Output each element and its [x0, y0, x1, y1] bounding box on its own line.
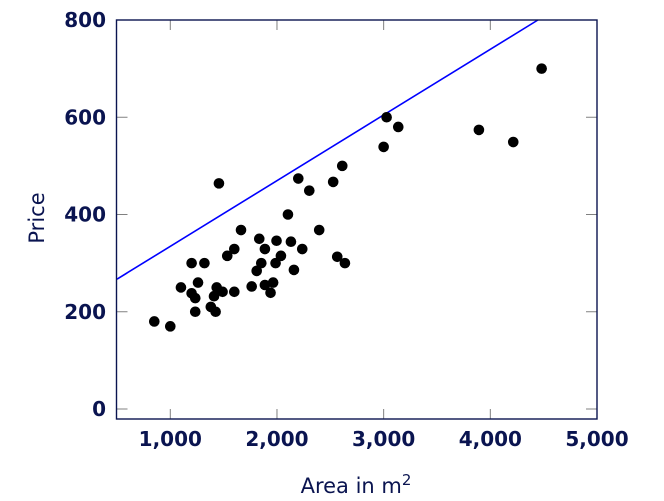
- data-point: [259, 243, 271, 255]
- tick-marks: [116, 19, 598, 419]
- data-point: [327, 176, 339, 188]
- data-point: [253, 233, 265, 245]
- x-tick-labels: 1,000 2,000 3,000 4,000 5,000: [139, 427, 629, 451]
- data-point: [221, 250, 233, 262]
- data-point: [192, 277, 204, 288]
- data-point: [275, 250, 287, 262]
- data-point: [339, 257, 351, 269]
- data-point: [282, 209, 294, 220]
- y-tick-label: 400: [64, 203, 106, 227]
- data-point: [217, 286, 228, 298]
- data-point: [270, 257, 281, 269]
- x-tick-label: 1,000: [139, 427, 202, 451]
- axes-frame: [115, 19, 598, 420]
- data-point: [189, 292, 201, 304]
- data-point: [473, 124, 485, 136]
- data-point: [229, 286, 240, 298]
- x-tick-label: 5,000: [565, 427, 628, 451]
- data-point: [148, 316, 160, 327]
- plot-area: [115, 19, 598, 420]
- data-point: [246, 281, 257, 292]
- data-point: [175, 282, 187, 293]
- regression-line: [116, 19, 539, 280]
- data-point: [251, 265, 263, 277]
- data-point: [259, 279, 271, 291]
- data-point: [336, 160, 348, 172]
- y-tick-label: 0: [92, 397, 106, 421]
- data-point: [303, 185, 315, 196]
- data-point: [208, 290, 220, 302]
- y-tick-labels: 0 200 400 600 800: [64, 8, 106, 421]
- data-point: [296, 243, 308, 255]
- data-point: [381, 111, 392, 123]
- x-axis-label-superscript: 2: [402, 471, 412, 489]
- data-point: [285, 236, 297, 248]
- data-point: [271, 235, 282, 247]
- x-tick-label: 2,000: [245, 427, 308, 451]
- y-axis-label: Price: [25, 192, 49, 243]
- data-point: [255, 257, 267, 269]
- data-point: [507, 136, 519, 148]
- data-point: [313, 224, 325, 236]
- x-axis-label: Area in m2: [301, 471, 412, 498]
- data-point: [210, 306, 221, 318]
- y-tick-label: 200: [64, 300, 106, 324]
- data-point: [189, 306, 201, 318]
- data-point: [288, 264, 300, 276]
- data-point: [267, 277, 279, 288]
- y-tick-label: 800: [64, 8, 106, 32]
- data-point: [378, 141, 389, 153]
- data-point: [199, 257, 210, 269]
- data-point: [213, 178, 225, 189]
- data-point: [235, 224, 247, 236]
- data-point: [293, 173, 304, 184]
- data-point: [265, 287, 276, 299]
- data-point: [186, 257, 197, 269]
- x-tick-label: 4,000: [459, 427, 522, 451]
- data-point: [536, 63, 547, 74]
- data-point: [229, 243, 240, 255]
- data-points: [148, 63, 547, 332]
- x-tick-label: 3,000: [352, 427, 415, 451]
- y-tick-label: 600: [64, 105, 106, 129]
- data-point: [392, 121, 404, 133]
- fit-line: [116, 19, 539, 280]
- data-point: [331, 251, 343, 263]
- data-point: [165, 321, 176, 332]
